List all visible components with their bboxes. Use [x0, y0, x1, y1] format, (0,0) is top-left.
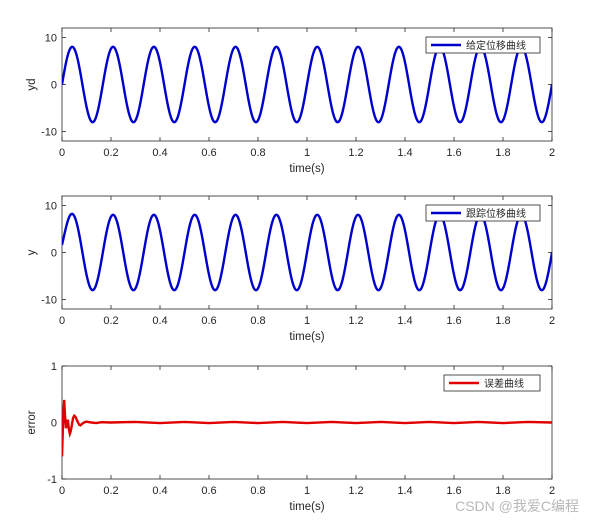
x-tick-label: 1.6 [446, 315, 461, 327]
x-axis-label: time(s) [289, 163, 324, 175]
x-tick-label: 2 [549, 147, 555, 159]
y-axis-label: y [26, 249, 38, 255]
y-tick-label: 0 [51, 80, 57, 92]
x-tick-label: 0.4 [152, 147, 167, 159]
x-tick-label: 0.2 [103, 315, 118, 327]
series-line-1 [62, 399, 552, 457]
chart-panel-2: 0 0.2 0.4 0.6 0.8 1 1.2 1.4 1.6 1.8 2-10010time(s)… [26, 195, 555, 343]
y-axis-label: yd [26, 78, 38, 90]
x-tick-label: 1 [304, 315, 310, 327]
legend-label: 跟踪位移曲线 [466, 207, 526, 220]
x-tick-label: 0.8 [250, 485, 265, 497]
x-tick-label: 1.2 [348, 485, 363, 497]
chart-panel-3: 0 0.2 0.4 0.6 0.8 1 1.2 1.4 1.6 1.8 2-101time(s)er… [26, 361, 555, 513]
series-line-1 [62, 45, 552, 124]
x-tick-label: 0.8 [250, 147, 265, 159]
x-tick-label: 1.8 [495, 315, 510, 327]
y-tick-label: -10 [41, 127, 57, 139]
watermark: CSDN @我爱C编程 [455, 498, 579, 514]
x-tick-label: 1.8 [495, 147, 510, 159]
x-tick-label: 0.8 [250, 315, 265, 327]
x-tick-label: 1.4 [397, 315, 412, 327]
x-tick-label: 1.4 [397, 485, 412, 497]
x-tick-label: 0.6 [201, 147, 216, 159]
legend-box [425, 36, 541, 54]
legend-box [443, 374, 541, 392]
y-tick-label: 10 [45, 200, 57, 212]
x-tick-label: 1.4 [397, 147, 412, 159]
x-tick-label: 2 [549, 485, 555, 497]
y-tick-label: 0 [51, 418, 57, 430]
x-tick-label: 0 [59, 147, 65, 159]
x-tick-label: 0 [59, 315, 65, 327]
x-tick-label: 0.6 [201, 315, 216, 327]
x-tick-label: 1 [304, 147, 310, 159]
x-tick-label: 1.6 [446, 147, 461, 159]
y-tick-label: -10 [41, 295, 57, 307]
x-axis-label: time(s) [289, 501, 324, 513]
x-axis-label: time(s) [289, 331, 324, 343]
legend-label: 给定位移曲线 [466, 39, 526, 52]
legend-box [425, 204, 541, 222]
y-tick-label: -1 [47, 474, 57, 486]
y-tick-label: 10 [45, 32, 57, 44]
x-tick-label: 0.4 [152, 485, 167, 497]
x-tick-label: 2 [549, 315, 555, 327]
x-tick-label: 1.6 [446, 485, 461, 497]
x-tick-label: 1.2 [348, 147, 363, 159]
x-tick-label: 1.2 [348, 315, 363, 327]
y-axis-label: error [26, 410, 38, 434]
legend-label: 误差曲线 [484, 377, 524, 390]
x-tick-label: 0.4 [152, 315, 167, 327]
y-tick-label: 0 [51, 248, 57, 260]
x-tick-label: 1.8 [495, 485, 510, 497]
x-tick-label: 0 [59, 485, 65, 497]
x-tick-label: 0.6 [201, 485, 216, 497]
series-line-1 [62, 212, 552, 292]
x-tick-label: 1 [304, 485, 310, 497]
chart-panel-1: 0 0.2 0.4 0.6 0.8 1 1.2 1.4 1.6 1.8 2-10010time(s)… [26, 27, 555, 175]
y-tick-label: 1 [51, 361, 57, 373]
x-tick-label: 0.2 [103, 147, 118, 159]
x-tick-label: 0.2 [103, 485, 118, 497]
